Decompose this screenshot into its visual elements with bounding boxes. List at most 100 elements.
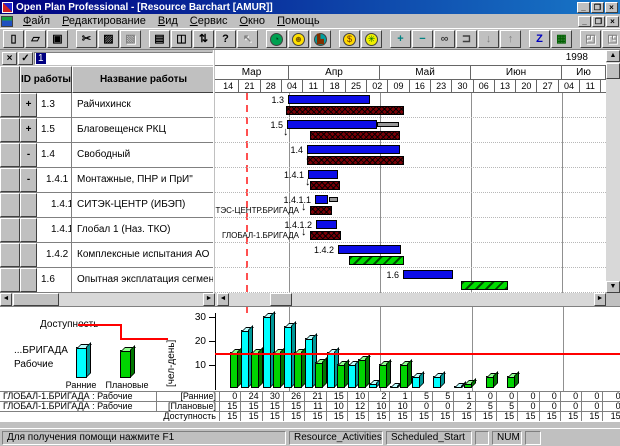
print-button[interactable]: ▤: [149, 30, 170, 48]
expand-collapse-flag[interactable]: [20, 268, 37, 292]
time-analysis-button[interactable]: ◔: [266, 30, 287, 48]
gantt-bar-resource[interactable]: [461, 281, 508, 290]
expand-collapse-flag[interactable]: [20, 243, 37, 267]
gantt-bar-early[interactable]: [307, 145, 400, 154]
table-row[interactable]: +1.5 Благовещенск РКЦ: [0, 118, 215, 143]
table-row[interactable]: -1.4 Свободный: [0, 143, 215, 168]
menu-файл[interactable]: Файл: [23, 14, 51, 27]
expand-collapse-flag[interactable]: +: [20, 93, 37, 117]
gantt-bar-early[interactable]: [287, 120, 377, 129]
expand-collapse-flag[interactable]: -: [20, 143, 37, 167]
save-file-button[interactable]: ▣: [47, 30, 68, 48]
add-item-button[interactable]: +: [390, 30, 411, 48]
global-edit-button[interactable]: ✳: [361, 30, 382, 48]
open-file-button[interactable]: ▱: [25, 30, 46, 48]
legend-planned-label: Плановые: [105, 380, 149, 390]
row-selector[interactable]: [0, 168, 20, 192]
row-selector[interactable]: [0, 218, 20, 242]
gantt-bar-baseline[interactable]: [286, 106, 404, 115]
risk-analysis-button[interactable]: ▙: [310, 30, 331, 48]
expand-collapse-flag[interactable]: -: [20, 168, 37, 192]
scroll-up-button[interactable]: ▲: [606, 50, 620, 62]
confirm-edit-button[interactable]: ✓: [18, 51, 33, 65]
gantt-bar-baseline[interactable]: [307, 156, 404, 165]
gantt-bar-baseline[interactable]: [310, 206, 332, 215]
table-row[interactable]: 1.4.1 СИТЭК-ЦЕНТР (ИБЭП): [0, 193, 215, 218]
menu-помощь[interactable]: Помощь: [277, 14, 320, 27]
gantt-bar-early[interactable]: [316, 220, 337, 229]
code-view-button[interactable]: ▦: [551, 30, 572, 48]
gantt-bar-resource[interactable]: [349, 256, 404, 265]
histogram-bar-early: [262, 316, 271, 388]
row-selector[interactable]: [0, 268, 20, 292]
app-icon[interactable]: [2, 1, 13, 13]
gantt-bar-baseline[interactable]: [310, 131, 400, 140]
table-row[interactable]: 1.6 Опытная эксплатация сегмента: [0, 268, 215, 293]
timeline-week-cell: 11: [303, 80, 325, 92]
expand-collapse-flag[interactable]: [20, 193, 37, 217]
table-row[interactable]: -1.4.1 Монтажные, ПНР и ПрИ": [0, 168, 215, 193]
gantt-bar-early[interactable]: [315, 195, 328, 204]
resource-analysis-button[interactable]: ☻: [288, 30, 309, 48]
expand-collapse-flag[interactable]: +: [20, 118, 37, 142]
remove-item-button[interactable]: −: [412, 30, 433, 48]
expand-collapse-flag[interactable]: [20, 218, 37, 242]
window-restore-button[interactable]: ❐: [591, 1, 604, 13]
menu-окно[interactable]: Окно: [239, 14, 266, 27]
pane-splitter[interactable]: [213, 50, 215, 293]
move-up-button[interactable]: ↑: [500, 30, 521, 48]
table-row[interactable]: +1.3 Райчихинск: [0, 93, 215, 118]
column-header-id[interactable]: ID работы: [20, 66, 72, 93]
document-close-button[interactable]: ×: [606, 15, 619, 27]
cut-button[interactable]: ✂: [76, 30, 97, 48]
gantt-scroll-left-button[interactable]: ◄: [217, 293, 229, 306]
print-preview-button[interactable]: ◫: [171, 30, 192, 48]
resource-usage-table: ГЛОБАЛ-1.БРИГАДА : Рабочие [Ранние] 0 24 30 2…: [0, 391, 620, 421]
resource-value-cell: 15: [410, 412, 432, 421]
gantt-bar-early[interactable]: [403, 270, 453, 279]
gantt-row: 1.4.2: [215, 243, 606, 268]
row-selector[interactable]: [0, 118, 20, 142]
timeline-month-cell: Апр: [289, 66, 380, 79]
gantt-bar-baseline[interactable]: [310, 181, 340, 190]
row-selector[interactable]: [0, 143, 20, 167]
column-header-name[interactable]: Название работы: [72, 66, 215, 93]
row-selector[interactable]: [0, 243, 20, 267]
menu-редактирование[interactable]: Редактирование: [62, 14, 146, 27]
vertical-scroll-thumb[interactable]: [606, 63, 620, 79]
menu-сервис[interactable]: Сервис: [189, 14, 228, 27]
row-selector[interactable]: [0, 193, 20, 217]
table-scroll-left-button[interactable]: ◄: [0, 293, 12, 306]
gantt-bar-baseline[interactable]: [310, 231, 341, 240]
window-minimize-button[interactable]: _: [577, 1, 590, 13]
help-button[interactable]: ?: [215, 30, 236, 48]
histogram-bar-early: [241, 330, 250, 388]
sort-zigzag-button[interactable]: Z: [529, 30, 550, 48]
menu-вид[interactable]: Вид: [157, 14, 178, 27]
document-minimize-button[interactable]: _: [578, 15, 591, 27]
insert-rows-button[interactable]: ⇅: [193, 30, 214, 48]
timeline-month-cell: Июн: [471, 66, 562, 79]
cost-analysis-button[interactable]: $: [339, 30, 360, 48]
document-restore-button[interactable]: ❐: [592, 15, 605, 27]
gantt-bar-early[interactable]: [288, 95, 370, 104]
document-icon[interactable]: [1, 15, 13, 27]
table-row[interactable]: 1.4.1 Глобал 1 (Наз. ТКО): [0, 218, 215, 243]
table-scroll-thumb[interactable]: [13, 293, 59, 306]
link-activities-button[interactable]: ∞: [434, 30, 455, 48]
cancel-edit-button[interactable]: ×: [2, 51, 17, 65]
row-selector[interactable]: [0, 93, 20, 117]
table-row[interactable]: 1.4.2 Комплексные испытания АО: [0, 243, 215, 268]
scroll-down-button[interactable]: ▼: [606, 281, 620, 293]
gantt-scroll-thumb[interactable]: [270, 293, 292, 306]
table-scroll-right-button[interactable]: ►: [203, 293, 215, 306]
move-down-button[interactable]: ↓: [478, 30, 499, 48]
unlink-activities-button[interactable]: ⊐: [456, 30, 477, 48]
gantt-bar-early[interactable]: [338, 245, 401, 254]
copy-button[interactable]: ▨: [98, 30, 119, 48]
gantt-bar-early[interactable]: [308, 170, 338, 179]
new-file-button[interactable]: ▯: [3, 30, 24, 48]
gantt-scroll-right-button[interactable]: ►: [594, 293, 606, 306]
window-close-button[interactable]: ×: [605, 1, 618, 13]
edit-input[interactable]: 1: [34, 51, 213, 65]
